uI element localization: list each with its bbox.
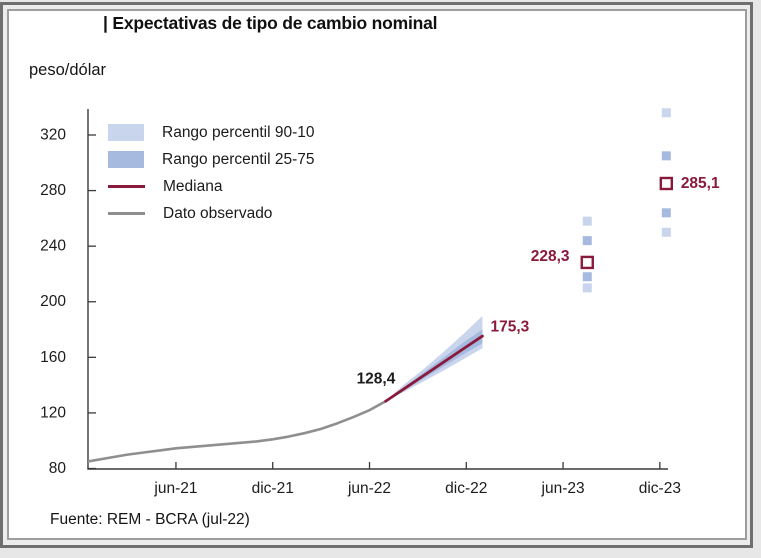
percentile-marker-p75 — [661, 151, 671, 161]
y-tick-label: 280 — [40, 182, 66, 199]
chart-title: | Expectativas de tipo de cambio nominal — [103, 13, 438, 33]
legend-swatch — [108, 124, 144, 141]
median-marker — [580, 255, 594, 270]
y-axis-unit-label: peso/dólar — [29, 61, 107, 79]
percentile-marker-p90 — [582, 216, 592, 226]
x-tick-label: jun-23 — [541, 480, 585, 497]
legend-swatch — [108, 151, 144, 168]
y-tick-label: 200 — [40, 293, 66, 310]
percentile-marker-p90 — [661, 108, 671, 118]
x-tick-label: dic-21 — [252, 480, 294, 497]
percentile-marker-p10 — [582, 283, 592, 293]
legend-swatch — [108, 212, 145, 215]
data-label: 128,4 — [357, 371, 396, 388]
legend-item-1: Rango percentil 25-75 — [108, 146, 315, 173]
legend-swatch — [108, 185, 145, 188]
percentile-marker-p75 — [582, 236, 592, 246]
legend-item-0: Rango percentil 90-10 — [108, 119, 315, 146]
x-tick-label: dic-22 — [445, 480, 487, 497]
percentile-marker-p10 — [661, 227, 671, 237]
legend-label: Rango percentil 25-75 — [162, 150, 315, 168]
source-note: Fuente: REM - BCRA (jul-22) — [50, 511, 250, 528]
data-label: 285,1 — [681, 175, 720, 192]
chart-card — [7, 9, 747, 540]
legend-item-3: Dato observado — [108, 200, 315, 227]
percentile-marker-p25 — [582, 272, 592, 282]
x-tick-label: dic-23 — [639, 480, 681, 497]
legend-label: Dato observado — [163, 204, 273, 222]
observed-line — [88, 399, 387, 463]
legend-label: Mediana — [163, 177, 223, 195]
median-line — [384, 334, 484, 403]
legend-item-2: Mediana — [108, 173, 315, 200]
y-tick-label: 120 — [40, 404, 66, 421]
data-label: 228,3 — [531, 248, 570, 265]
y-tick-label: 160 — [40, 349, 66, 366]
y-tick-label: 80 — [49, 460, 67, 477]
band-90-10 — [385, 315, 483, 402]
y-tick-label: 320 — [40, 126, 66, 143]
percentile-marker-p25 — [661, 208, 671, 218]
y-tick-label: 240 — [40, 238, 66, 255]
legend-label: Rango percentil 90-10 — [162, 123, 315, 141]
x-tick-label: jun-22 — [347, 480, 391, 497]
data-label: 175,3 — [490, 319, 529, 336]
median-marker — [659, 176, 674, 191]
chart-legend: Rango percentil 90-10 Rango percentil 25-… — [108, 119, 315, 227]
x-tick-label: jun-21 — [153, 480, 197, 497]
